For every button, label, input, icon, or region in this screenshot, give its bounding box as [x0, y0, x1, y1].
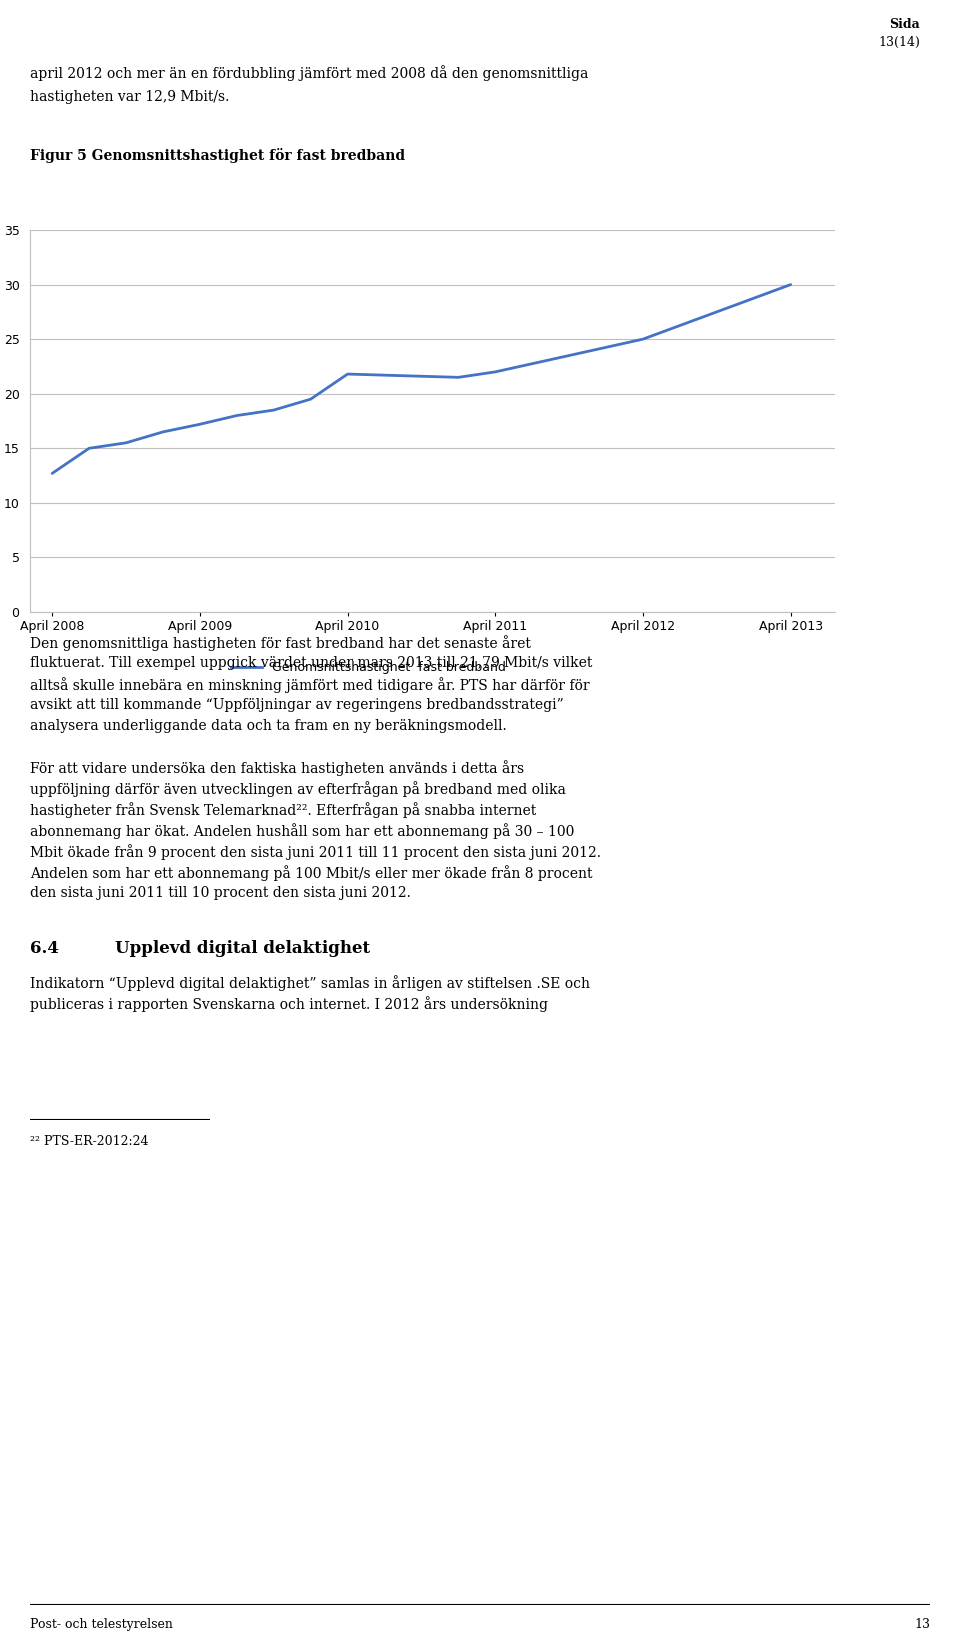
Text: uppföljning därför även utvecklingen av efterfrågan på bredband med olika: uppföljning därför även utvecklingen av …: [30, 780, 565, 797]
Text: Post- och telestyrelsen: Post- och telestyrelsen: [30, 1618, 173, 1631]
Text: Den genomsnittliga hastigheten för fast bredband har det senaste året: Den genomsnittliga hastigheten för fast …: [30, 635, 531, 650]
Text: Andelen som har ett abonnemang på 100 Mbit/s eller mer ökade från 8 procent: Andelen som har ett abonnemang på 100 Mb…: [30, 866, 592, 881]
Text: 6.4: 6.4: [30, 940, 59, 956]
Text: Figur 5 Genomsnittshastighet för fast bredband: Figur 5 Genomsnittshastighet för fast br…: [30, 148, 405, 163]
Text: För att vidare undersöka den faktiska hastigheten används i detta års: För att vidare undersöka den faktiska ha…: [30, 760, 524, 775]
Text: 13(14): 13(14): [878, 36, 920, 49]
Text: hastigheter från Svensk Telemarknad²². Efterfrågan på snabba internet: hastigheter från Svensk Telemarknad²². E…: [30, 802, 537, 818]
Text: Sida: Sida: [889, 18, 920, 31]
Text: analysera underliggande data och ta fram en ny beräkningsmodell.: analysera underliggande data och ta fram…: [30, 719, 507, 732]
Text: den sista juni 2011 till 10 procent den sista juni 2012.: den sista juni 2011 till 10 procent den …: [30, 886, 411, 900]
Text: abonnemang har ökat. Andelen hushåll som har ett abonnemang på 30 – 100: abonnemang har ökat. Andelen hushåll som…: [30, 823, 574, 839]
Text: Mbit ökade från 9 procent den sista juni 2011 till 11 procent den sista juni 201: Mbit ökade från 9 procent den sista juni…: [30, 844, 601, 859]
Text: ²² PTS-ER-2012:24: ²² PTS-ER-2012:24: [30, 1136, 149, 1147]
Text: fluktuerat. Till exempel uppgick värdet under mars 2013 till 21,79 Mbit/s vilket: fluktuerat. Till exempel uppgick värdet …: [30, 657, 592, 670]
Text: april 2012 och mer än en fördubbling jämfört med 2008 då den genomsnittliga: april 2012 och mer än en fördubbling jäm…: [30, 64, 588, 81]
Text: hastigheten var 12,9 Mbit/s.: hastigheten var 12,9 Mbit/s.: [30, 91, 229, 104]
Text: 13: 13: [914, 1618, 930, 1631]
Text: alltså skulle innebära en minskning jämfört med tidigare år. PTS har därför för: alltså skulle innebära en minskning jämf…: [30, 677, 589, 693]
Text: avsikt att till kommande “Uppföljningar av regeringens bredbandsstrategi”: avsikt att till kommande “Uppföljningar …: [30, 698, 564, 713]
Text: Indikatorn “Upplevd digital delaktighet” samlas in årligen av stiftelsen .SE och: Indikatorn “Upplevd digital delaktighet”…: [30, 974, 590, 991]
Text: publiceras i rapporten Svenskarna och internet. I 2012 års undersökning: publiceras i rapporten Svenskarna och in…: [30, 996, 548, 1012]
Legend: Genomsnittshastighet  fast bredband: Genomsnittshastighet fast bredband: [226, 657, 511, 680]
Text: Upplevd digital delaktighet: Upplevd digital delaktighet: [115, 940, 371, 956]
